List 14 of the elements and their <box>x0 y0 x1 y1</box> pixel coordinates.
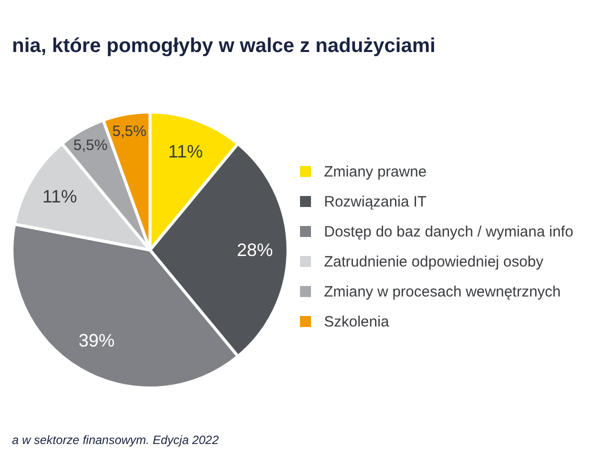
legend-label: Rozwiązania IT <box>324 194 427 210</box>
text: a w sektorze finansowym. Edycja 2022 <box>12 433 220 447</box>
data-label: 28% <box>236 240 273 260</box>
chart-title: nia, które pomogłyby w walce z nadużyciami <box>12 35 436 57</box>
legend-label: Zatrudnienie odpowiedniej osoby <box>324 254 544 270</box>
data-label: 11% <box>168 141 203 162</box>
legend-label: Zmiany prawne <box>324 164 427 180</box>
data-label: 5,5% <box>112 123 146 140</box>
data-label: 11% <box>42 186 78 207</box>
data-label: 5,5% <box>73 137 108 154</box>
legend-label: Szkolenia <box>324 314 390 330</box>
legend-label: Dostęp do baz danych / wymiana info <box>324 224 574 240</box>
data-label: 39% <box>78 330 115 350</box>
legend-label: Zmiany w procesach wewnętrznych <box>324 284 561 300</box>
